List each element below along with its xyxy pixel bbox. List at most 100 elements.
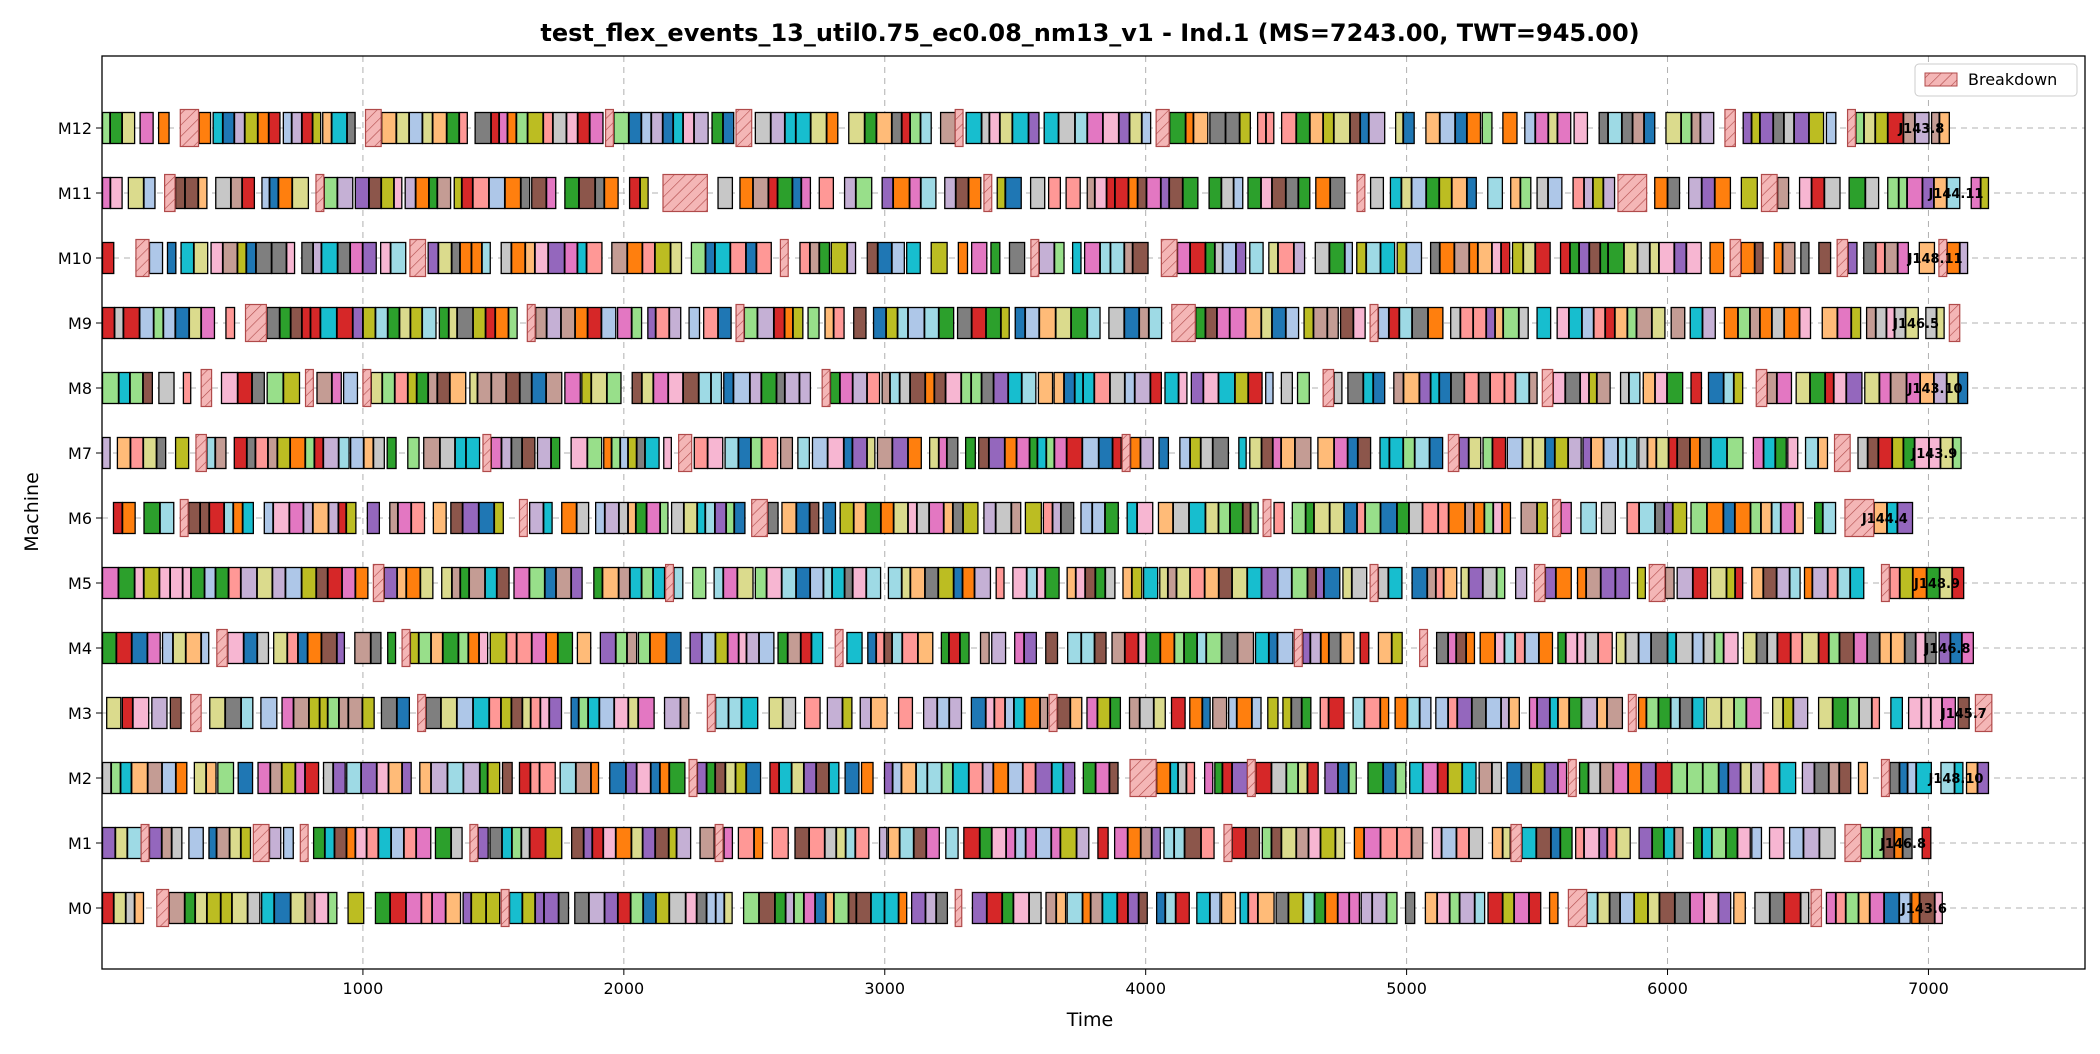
- breakdown-bar: [735, 108, 753, 148]
- breakdown-bar: [954, 108, 964, 148]
- job-operation-bar: [432, 111, 448, 145]
- job-operation-bar: [1280, 371, 1293, 405]
- job-operation-bar: [291, 176, 310, 210]
- job-operation-bar: [1638, 436, 1648, 470]
- job-operation-bar: [1586, 891, 1598, 925]
- job-operation-bar: [409, 631, 420, 665]
- job-operation-bar: [1196, 631, 1207, 665]
- job-operation-bar: [255, 436, 269, 470]
- breakdown-bar: [1510, 823, 1523, 863]
- job-operation-bar: [1333, 371, 1343, 405]
- breakdown-bar: [179, 108, 200, 148]
- job-operation-bar: [1065, 176, 1081, 210]
- job-operation-bar: [758, 631, 775, 665]
- job-operation-bar: [1461, 761, 1477, 795]
- job-operation-bar: [159, 501, 175, 535]
- job-operation-bar: [641, 371, 654, 405]
- job-operation-bar: [1439, 111, 1456, 145]
- job-operation-bar: [913, 826, 927, 860]
- job-operation-bar: [1921, 696, 1932, 730]
- job-operation-bar: [1651, 826, 1665, 860]
- job-operation-bar: [647, 306, 657, 340]
- job-operation-bar: [1190, 371, 1204, 405]
- job-operation-bar: [1109, 761, 1119, 795]
- job-operation-bar: [185, 631, 202, 665]
- job-operation-bar: [232, 501, 244, 535]
- job-operation-bar: [490, 111, 500, 145]
- job-operation-bar: [1607, 241, 1625, 275]
- job-operation-bar: [1212, 436, 1230, 470]
- job-operation-bar: [1137, 176, 1147, 210]
- job-operation-bar: [1783, 891, 1801, 925]
- breakdown-bar: [688, 758, 698, 798]
- job-operation-bar: [1037, 436, 1047, 470]
- job-operation-bar: [1209, 891, 1221, 925]
- job-operation-bar: [749, 371, 762, 405]
- job-operation-bar: [704, 501, 716, 535]
- job-operation-bar: [1139, 696, 1155, 730]
- job-operation-bar: [1372, 371, 1386, 405]
- end-job-label: J146.5: [1892, 317, 1939, 332]
- job-operation-bar: [1957, 371, 1969, 405]
- job-operation-bar: [446, 111, 460, 145]
- job-operation-bar: [1726, 436, 1744, 470]
- job-operation-bar: [1145, 631, 1161, 665]
- job-operation-bar: [1028, 891, 1042, 925]
- job-operation-bar: [1722, 501, 1736, 535]
- breakdown-bar: [1938, 238, 1948, 278]
- job-operation-bar: [1344, 241, 1353, 275]
- job-operation-bar: [1680, 111, 1692, 145]
- job-operation-bar: [981, 111, 990, 145]
- job-operation-bar: [510, 241, 526, 275]
- job-operation-bar: [1858, 891, 1871, 925]
- job-operation-bar: [1172, 501, 1190, 535]
- job-operation-bar: [1871, 696, 1881, 730]
- job-operation-bar: [282, 371, 301, 405]
- job-operation-bar: [143, 566, 160, 600]
- job-operation-bar: [291, 111, 303, 145]
- job-operation-bar: [1915, 761, 1932, 795]
- job-operation-bar: [1231, 826, 1247, 860]
- job-operation-bar: [168, 891, 186, 925]
- job-operation-bar: [1334, 826, 1346, 860]
- job-operation-bar: [1865, 306, 1877, 340]
- job-operation-bar: [742, 891, 760, 925]
- job-operation-bar: [948, 631, 961, 665]
- job-operation-bar: [1508, 696, 1520, 730]
- job-operation-bar: [408, 111, 423, 145]
- job-operation-bar: [1196, 891, 1211, 925]
- job-operation-bar: [727, 631, 740, 665]
- job-operation-bar: [1711, 826, 1727, 860]
- job-operation-bar: [1690, 501, 1708, 535]
- job-operation-bar: [602, 566, 620, 600]
- job-operation-bar: [1126, 501, 1138, 535]
- job-operation-bar: [1914, 111, 1930, 145]
- job-operation-bar: [1447, 631, 1457, 665]
- job-operation-bar: [692, 566, 707, 600]
- job-operation-bar: [479, 761, 489, 795]
- job-operation-bar: [800, 631, 812, 665]
- breakdown-bar: [1627, 693, 1637, 733]
- job-operation-bar: [205, 761, 217, 795]
- job-operation-bar: [217, 761, 235, 795]
- job-operation-bar: [1448, 501, 1466, 535]
- breakdown-bar: [1262, 498, 1272, 538]
- job-operation-bar: [756, 241, 772, 275]
- job-operation-bar: [1564, 371, 1581, 405]
- job-operation-bar: [1544, 436, 1556, 470]
- job-operation-bar: [1055, 306, 1072, 340]
- job-operation-bar: [1066, 891, 1083, 925]
- job-operation-bar: [1137, 631, 1147, 665]
- job-operation-bar: [1522, 436, 1534, 470]
- job-operation-bar: [182, 566, 192, 600]
- job-operation-bar: [1578, 761, 1589, 795]
- job-operation-bar: [1204, 761, 1214, 795]
- job-operation-bar: [1818, 631, 1830, 665]
- job-operation-bar: [366, 501, 381, 535]
- job-operation-bar: [1328, 631, 1341, 665]
- job-operation-bar: [336, 631, 346, 665]
- job-operation-bar: [1447, 761, 1463, 795]
- job-operation-bar: [1772, 696, 1784, 730]
- job-operation-bar: [151, 696, 168, 730]
